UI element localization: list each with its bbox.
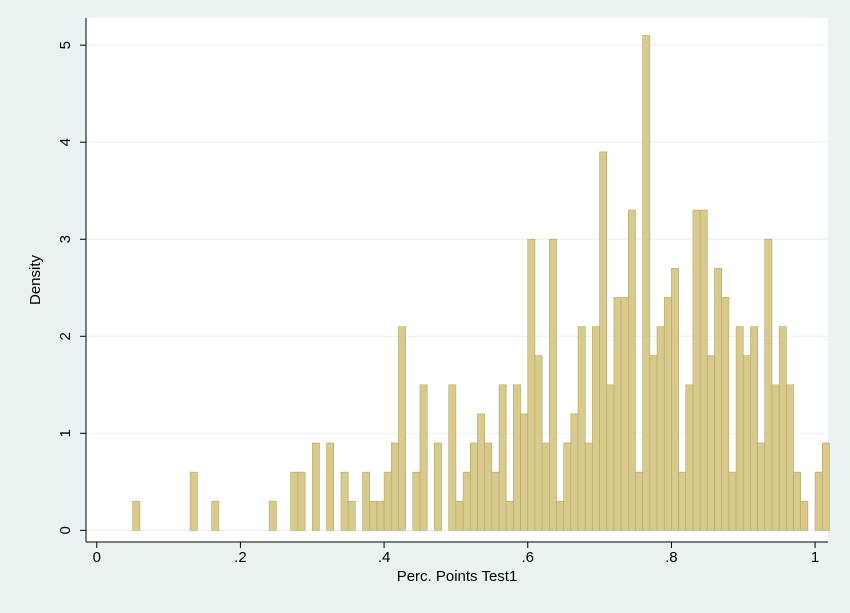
bar	[649, 355, 658, 531]
bar	[520, 413, 529, 531]
bar	[398, 326, 406, 531]
bar	[714, 268, 722, 531]
bar	[527, 238, 536, 531]
bar	[311, 442, 320, 531]
x-tick-label: 1	[811, 549, 819, 566]
bar	[814, 471, 823, 531]
x-tick-label: .2	[234, 549, 247, 566]
x-tick-label: 0	[93, 549, 101, 566]
bar	[290, 471, 299, 531]
bar	[599, 151, 608, 531]
bar	[613, 297, 622, 531]
x-tick-label: .8	[665, 549, 678, 566]
bar	[577, 326, 586, 531]
bar	[534, 355, 543, 531]
bar	[570, 413, 579, 531]
bar	[469, 442, 478, 531]
bar	[656, 326, 665, 531]
bar	[297, 471, 306, 531]
bar	[541, 442, 550, 531]
x-tick-label: .6	[521, 549, 534, 566]
bar	[419, 384, 428, 531]
bar	[707, 355, 715, 531]
bar	[383, 471, 392, 531]
bar	[326, 442, 335, 531]
bar	[786, 384, 794, 531]
x-tick-label: .4	[378, 549, 391, 566]
bar	[606, 384, 615, 531]
bar	[663, 297, 672, 531]
bar	[635, 471, 643, 531]
bar	[642, 35, 651, 531]
bar	[821, 442, 830, 531]
bar	[498, 384, 507, 531]
bar	[671, 268, 679, 531]
bar	[347, 500, 356, 531]
bar	[584, 442, 593, 531]
bar	[757, 442, 766, 531]
bar	[764, 238, 773, 531]
y-tick-label: 0	[57, 526, 74, 534]
x-axis-title: Perc. Points Test1	[397, 568, 518, 585]
bar	[505, 500, 514, 531]
bar	[721, 297, 730, 531]
bar	[793, 471, 802, 531]
bar	[750, 326, 758, 531]
bar	[563, 442, 572, 531]
bar	[268, 500, 277, 531]
bar	[692, 209, 701, 531]
bar	[556, 500, 564, 531]
y-axis-title: Density	[27, 254, 44, 305]
bar	[678, 471, 687, 531]
bar	[699, 209, 708, 531]
bar	[369, 500, 378, 531]
bar	[132, 500, 141, 531]
bar	[434, 442, 442, 531]
bar	[211, 500, 220, 531]
bar	[189, 471, 198, 531]
y-tick-label: 3	[57, 235, 74, 243]
bar	[513, 384, 521, 531]
bar	[491, 471, 500, 531]
y-tick-label: 1	[57, 429, 74, 437]
bar	[728, 471, 737, 531]
bar	[477, 413, 485, 531]
bar	[778, 326, 787, 531]
bar	[484, 442, 493, 531]
bar	[685, 384, 694, 531]
bar	[592, 326, 600, 531]
bar	[390, 442, 399, 531]
bar	[742, 355, 751, 531]
y-tick-label: 5	[57, 41, 74, 49]
bar	[412, 471, 421, 531]
bar	[620, 297, 629, 531]
bar	[340, 471, 349, 531]
bar	[455, 500, 464, 531]
bar	[628, 209, 636, 531]
bar	[376, 500, 385, 531]
bar	[549, 238, 557, 531]
bar	[448, 384, 457, 531]
y-tick-label: 4	[57, 138, 74, 146]
bar	[735, 326, 744, 531]
bar	[362, 471, 371, 531]
bar	[800, 500, 809, 531]
bar	[771, 384, 780, 531]
y-tick-label: 2	[57, 332, 74, 340]
bar	[462, 471, 471, 531]
